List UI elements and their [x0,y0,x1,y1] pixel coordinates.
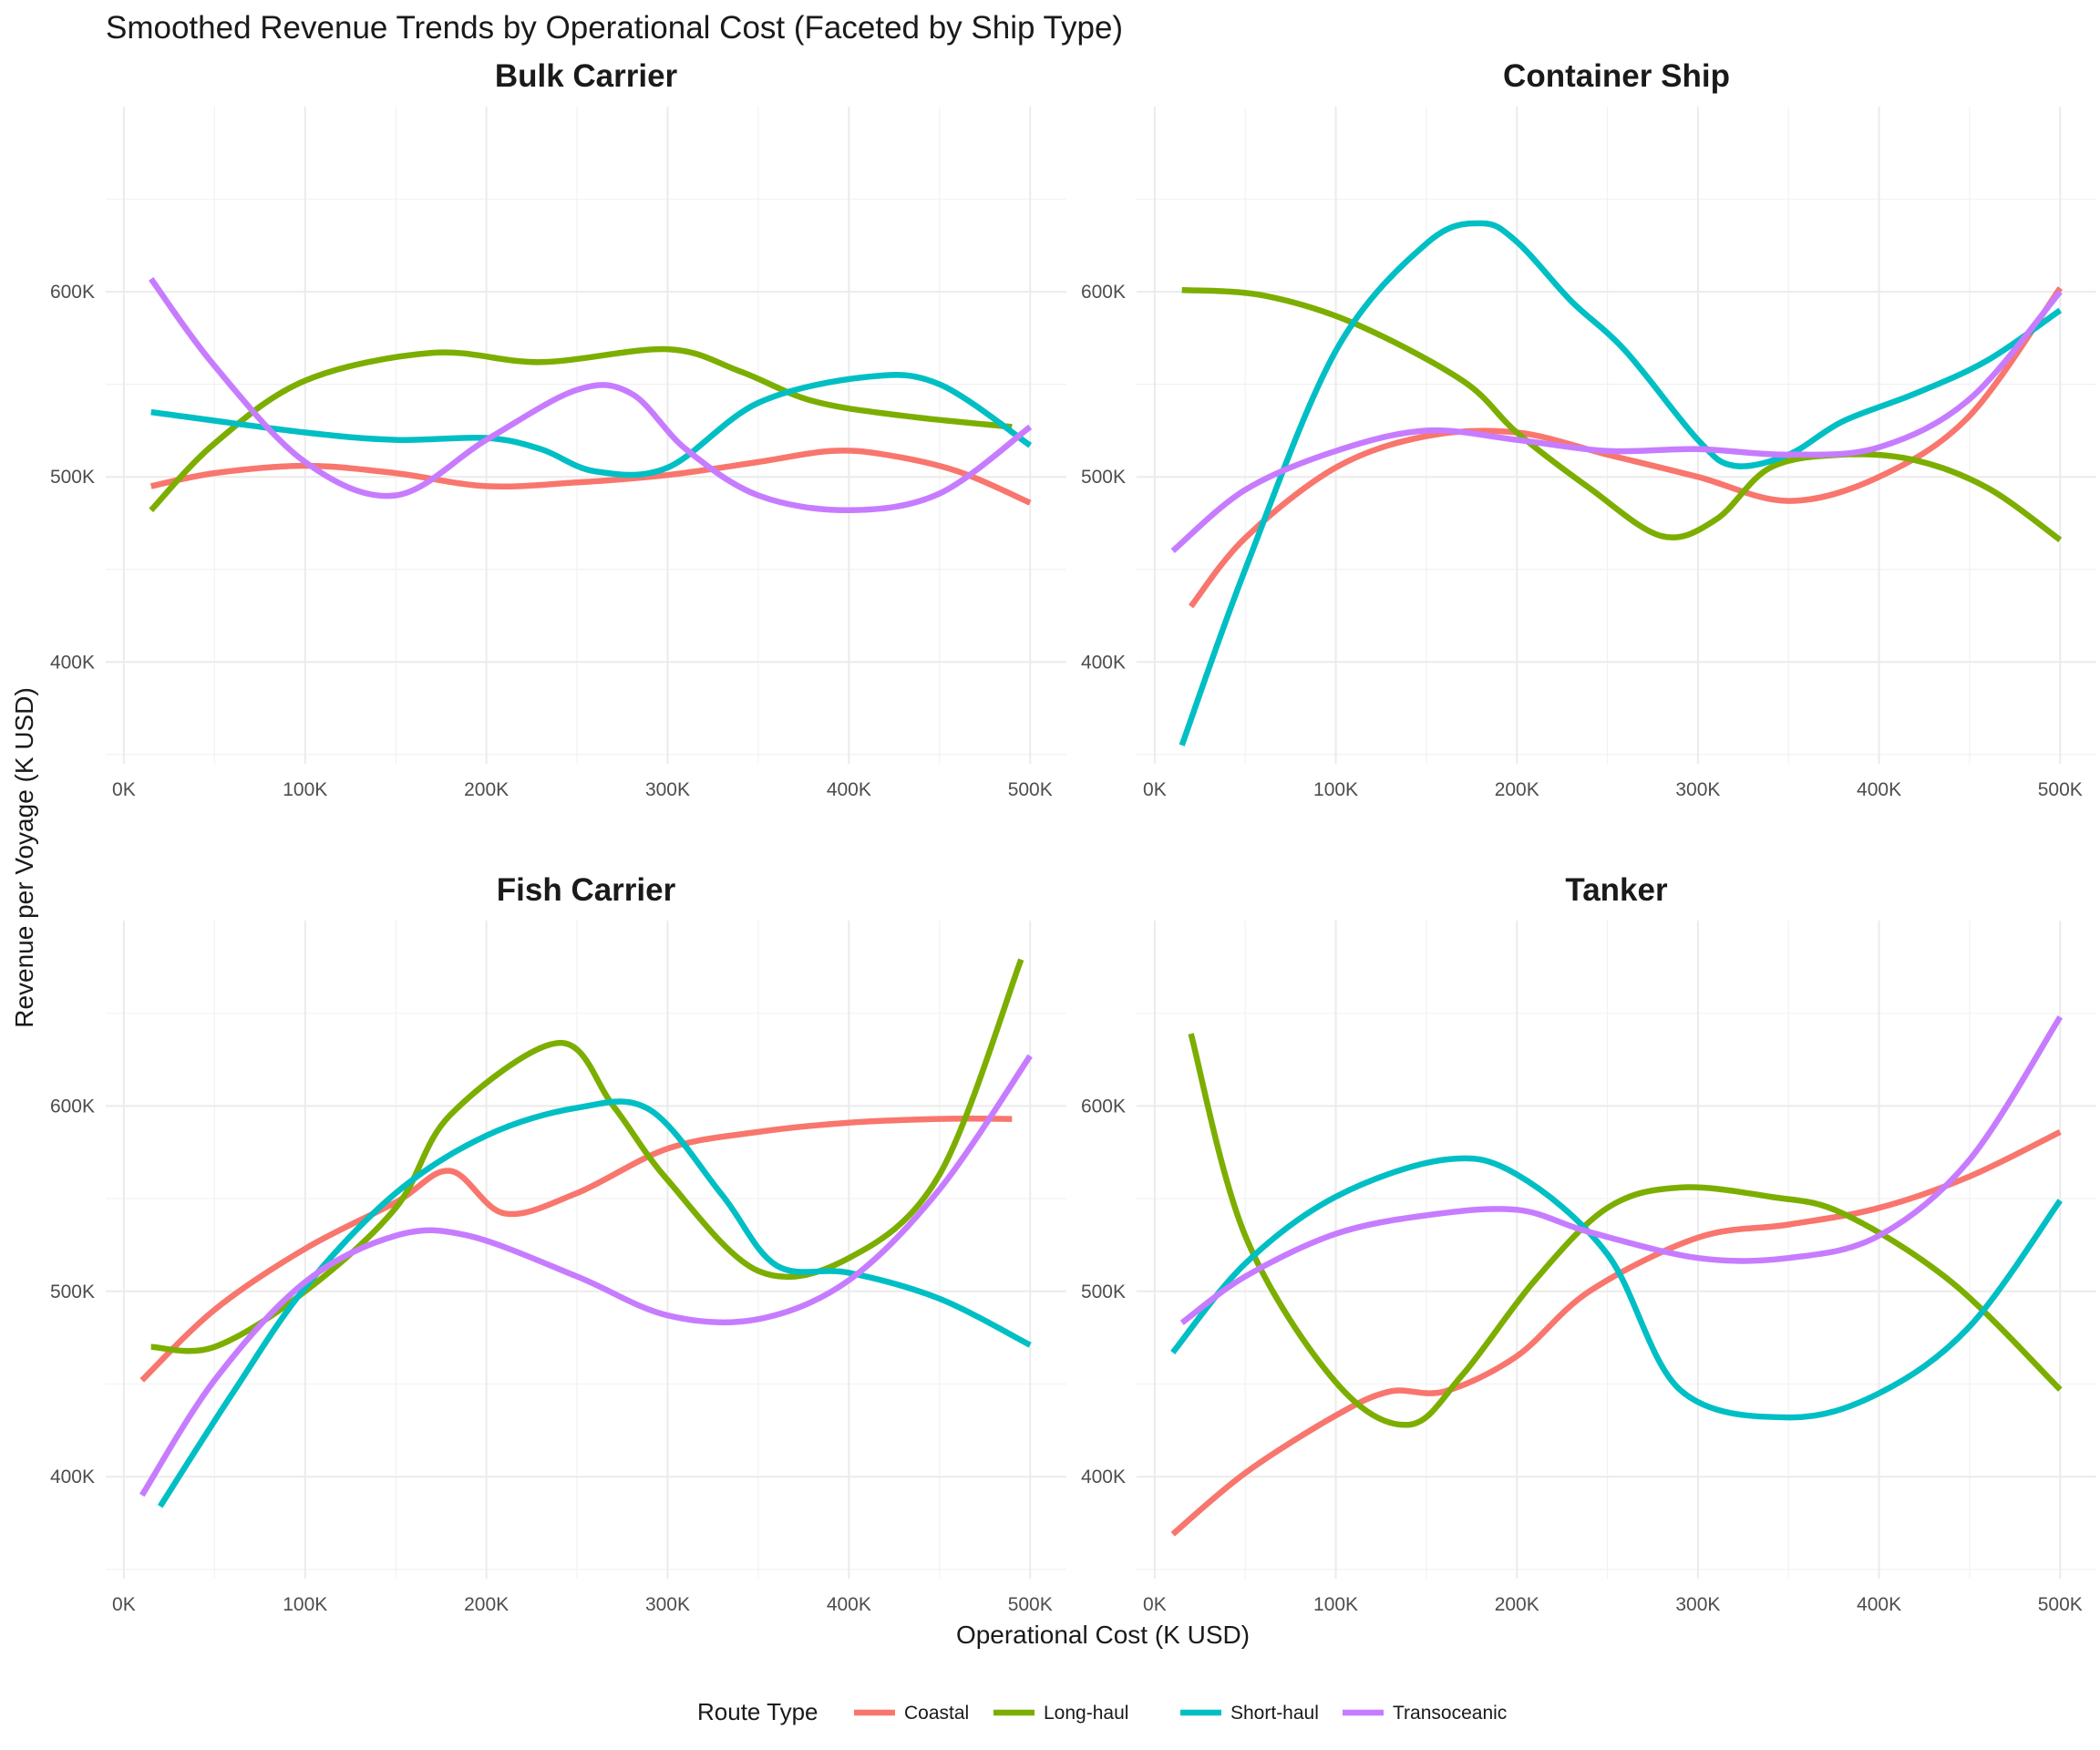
legend-label-short-haul: Short-haul [1230,1703,1319,1724]
facet-bulk-carrier: 0K 100K 200K 300K 400K 500K 400K 500K 600K Bulk C… [50,58,1066,800]
x-tick-label: 100K [283,1594,327,1615]
line-bulk-carrier-transoceanic [149,276,1033,514]
x-tick-label: 400K [827,1594,871,1615]
x-tick-label: 500K [2038,779,2083,800]
legend-label-coastal: Coastal [904,1703,969,1724]
x-tick-label: 300K [1675,1594,1720,1615]
facet-tanker: 0K 100K 200K 300K 400K 500K 400K 500K 600K Tanker [1081,872,2096,1615]
y-tick-label: 600K [1081,1096,1126,1117]
x-axis-title: Operational Cost (K USD) [956,1621,1250,1649]
facet-title: Tanker [1565,872,1668,908]
y-tick-label: 500K [50,1282,95,1302]
y-tick-label: 400K [1081,652,1126,673]
x-tick-label: 200K [464,779,509,800]
line-container-ship-long-haul [1181,286,2063,542]
line-container-ship-short-haul [1179,220,2063,746]
legend: Route Type Coastal Long-haul Short-haul Tra… [697,1698,1507,1725]
line-tanker-long-haul [1188,1033,2063,1428]
x-tick-label: 500K [1008,1594,1053,1615]
legend-title: Route Type [697,1698,818,1725]
x-tick-label: 0K [1143,779,1167,800]
chart-title: Smoothed Revenue Trends by Operational C… [106,10,1123,46]
x-tick-label: 100K [1313,1594,1358,1615]
facet-title: Container Ship [1503,58,1730,94]
y-tick-label: 400K [1081,1467,1126,1488]
x-tick-label: 300K [645,1594,690,1615]
x-tick-label: 100K [1313,779,1358,800]
line-fish-carrier-long-haul [150,958,1024,1354]
x-tick-label: 0K [112,779,136,800]
line-fish-carrier-transoceanic [139,1054,1033,1498]
line-fish-carrier-short-haul [157,1098,1032,1508]
line-container-ship-transoceanic [1170,290,2063,553]
x-tick-label: 200K [1495,1594,1539,1615]
facet-panels: 0K 100K 200K 300K 400K 500K 400K 500K 600K Bulk C… [50,58,2096,1615]
x-tick-label: 500K [1008,779,1053,800]
x-tick-label: 300K [1675,779,1720,800]
x-tick-label: 200K [464,1594,509,1615]
x-tick-label: 200K [1495,779,1539,800]
y-tick-label: 400K [50,652,95,673]
y-tick-label: 600K [1081,282,1126,303]
line-tanker-short-haul [1170,1155,2063,1421]
facet-container-ship: 0K 100K 200K 300K 400K 500K 400K 500K 600K Contai… [1081,58,2096,800]
line-tanker-coastal [1170,1128,2062,1537]
facet-fish-carrier: 0K 100K 200K 300K 400K 500K 400K 500K 600K Fish C… [50,872,1066,1615]
y-tick-label: 500K [50,467,95,488]
line-container-ship-coastal [1189,286,2063,609]
x-tick-label: 100K [283,779,327,800]
y-axis-title: Revenue per Voyage (K USD) [10,687,38,1028]
x-tick-label: 400K [1857,779,1901,800]
line-fish-carrier-coastal [139,1116,1013,1383]
x-tick-label: 300K [645,779,690,800]
y-tick-label: 500K [1081,1282,1126,1302]
line-bulk-carrier-short-haul [150,372,1033,479]
x-tick-label: 500K [2038,1594,2083,1615]
facet-title: Bulk Carrier [495,58,678,94]
y-tick-label: 400K [50,1467,95,1488]
x-tick-label: 0K [1143,1594,1167,1615]
x-tick-label: 400K [1857,1594,1901,1615]
legend-label-long-haul: Long-haul [1044,1703,1128,1724]
line-bulk-carrier-coastal [150,448,1032,506]
y-tick-label: 500K [1081,467,1126,488]
facet-title: Fish Carrier [497,872,676,908]
x-tick-label: 400K [827,779,871,800]
y-tick-label: 600K [50,282,95,303]
y-tick-label: 600K [50,1096,95,1117]
x-tick-label: 0K [112,1594,136,1615]
legend-label-transoceanic: Transoceanic [1393,1703,1507,1724]
line-tanker-transoceanic [1179,1015,2064,1325]
